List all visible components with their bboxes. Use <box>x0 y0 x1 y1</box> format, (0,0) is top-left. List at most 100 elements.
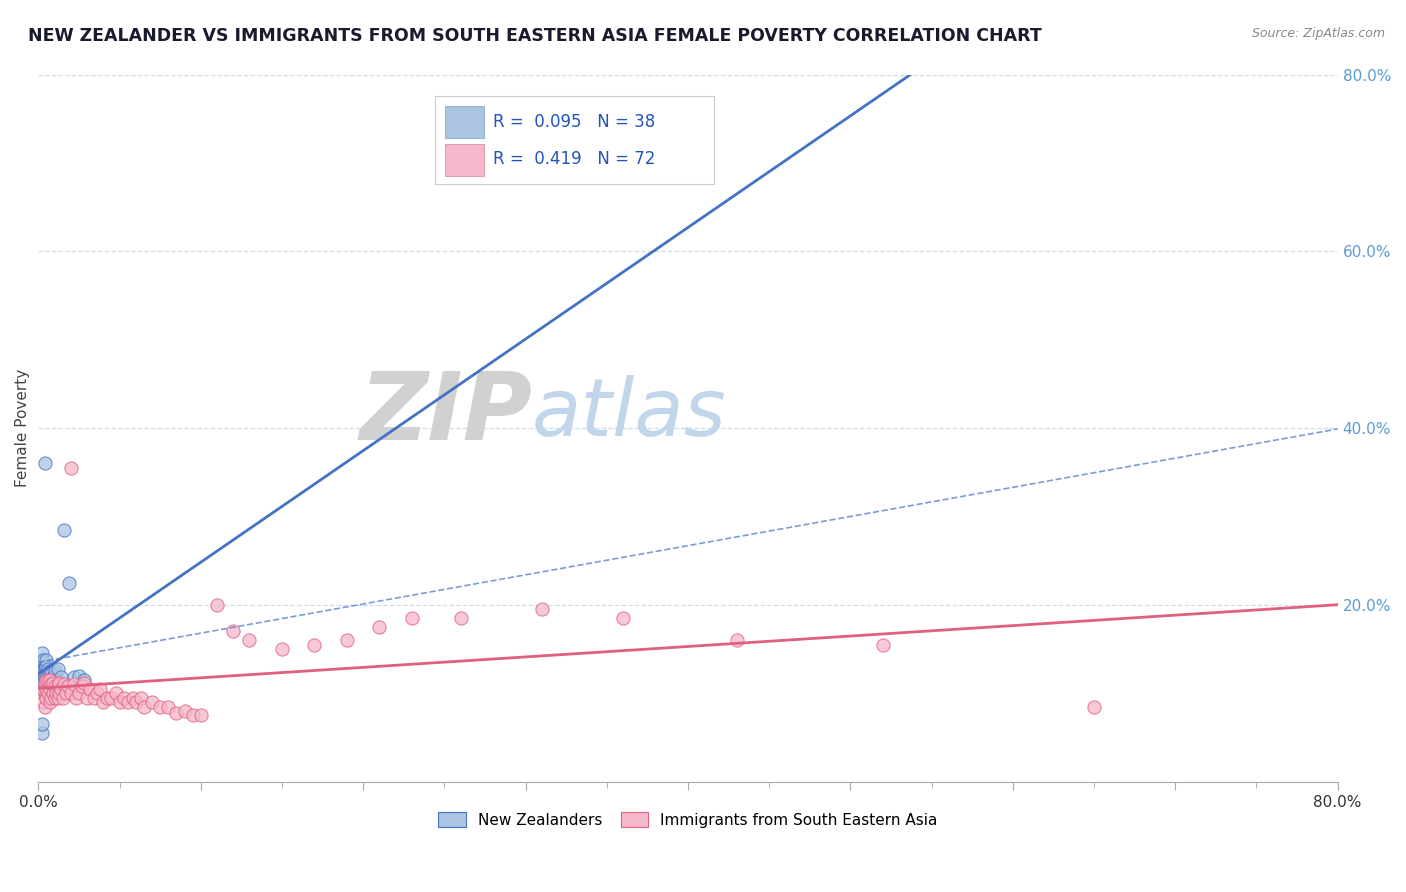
Point <box>86 686 108 700</box>
Point <box>35 681 58 696</box>
Point <box>125 695 148 709</box>
Point <box>190 708 212 723</box>
Point <box>105 686 128 700</box>
Point <box>44 664 66 678</box>
Point <box>450 611 472 625</box>
Point <box>34 659 56 673</box>
Point <box>35 673 58 687</box>
Point <box>530 602 553 616</box>
Text: Source: ZipAtlas.com: Source: ZipAtlas.com <box>1251 27 1385 40</box>
Point <box>35 653 58 667</box>
Point <box>63 670 86 684</box>
Point <box>32 681 55 696</box>
Point <box>56 679 79 693</box>
Point <box>32 653 55 667</box>
Point <box>205 598 228 612</box>
Point <box>401 611 423 625</box>
Point <box>38 664 60 678</box>
Point <box>48 686 70 700</box>
Point <box>89 681 111 696</box>
Text: R =  0.095   N = 38: R = 0.095 N = 38 <box>494 113 655 131</box>
Point <box>38 681 60 696</box>
Point <box>46 679 69 693</box>
Point <box>44 668 66 682</box>
Point <box>32 656 55 670</box>
Text: atlas: atlas <box>531 375 727 453</box>
Point <box>31 668 53 682</box>
Point <box>73 673 96 687</box>
Point <box>238 633 260 648</box>
Point <box>38 695 60 709</box>
Point <box>165 706 187 720</box>
Y-axis label: Female Poverty: Female Poverty <box>15 369 30 487</box>
Point <box>76 690 98 705</box>
Point <box>117 695 139 709</box>
Point <box>35 664 58 678</box>
Point <box>42 670 65 684</box>
Point <box>32 673 55 687</box>
Point <box>35 659 58 673</box>
Point <box>32 664 55 678</box>
Point <box>44 690 66 705</box>
Point <box>42 675 65 690</box>
Point <box>100 690 122 705</box>
Point <box>872 638 894 652</box>
Point <box>35 690 58 705</box>
Point <box>173 704 195 718</box>
Point <box>725 633 748 648</box>
FancyBboxPatch shape <box>446 144 484 176</box>
Point <box>79 681 101 696</box>
Point <box>41 677 63 691</box>
Point <box>65 690 87 705</box>
Point <box>73 675 96 690</box>
Point <box>42 686 65 700</box>
Point <box>41 675 63 690</box>
FancyBboxPatch shape <box>446 106 484 138</box>
Point <box>49 670 72 684</box>
Point <box>368 620 391 634</box>
Point <box>112 690 135 705</box>
Point <box>32 659 55 673</box>
Point <box>41 666 63 681</box>
Point <box>55 686 77 700</box>
Point <box>612 611 634 625</box>
Point <box>34 673 56 687</box>
Point <box>63 677 86 691</box>
Point <box>34 686 56 700</box>
Point <box>53 523 76 537</box>
Point <box>70 679 93 693</box>
Point <box>46 690 69 705</box>
Point <box>32 695 55 709</box>
Point <box>59 461 82 475</box>
Point <box>59 686 82 700</box>
Point <box>37 668 59 682</box>
Point <box>83 690 105 705</box>
Point <box>34 699 56 714</box>
Point <box>31 647 53 661</box>
Point <box>44 679 66 693</box>
Point <box>53 677 76 691</box>
Point <box>48 675 70 690</box>
Point <box>157 699 180 714</box>
Point <box>34 668 56 682</box>
Point <box>222 624 245 639</box>
Point <box>31 659 53 673</box>
Point <box>35 681 58 696</box>
Point <box>96 690 118 705</box>
Point <box>181 708 204 723</box>
Point <box>149 699 172 714</box>
Point <box>1083 699 1105 714</box>
Point <box>38 670 60 684</box>
Point <box>41 690 63 705</box>
Point <box>336 633 359 648</box>
Point <box>132 699 155 714</box>
Point <box>271 642 294 657</box>
Point <box>67 668 90 682</box>
FancyBboxPatch shape <box>434 95 714 184</box>
Text: NEW ZEALANDER VS IMMIGRANTS FROM SOUTH EASTERN ASIA FEMALE POVERTY CORRELATION C: NEW ZEALANDER VS IMMIGRANTS FROM SOUTH E… <box>28 27 1042 45</box>
Point <box>37 686 59 700</box>
Point <box>31 726 53 740</box>
Point <box>129 690 152 705</box>
Point <box>34 457 56 471</box>
Point <box>35 690 58 705</box>
